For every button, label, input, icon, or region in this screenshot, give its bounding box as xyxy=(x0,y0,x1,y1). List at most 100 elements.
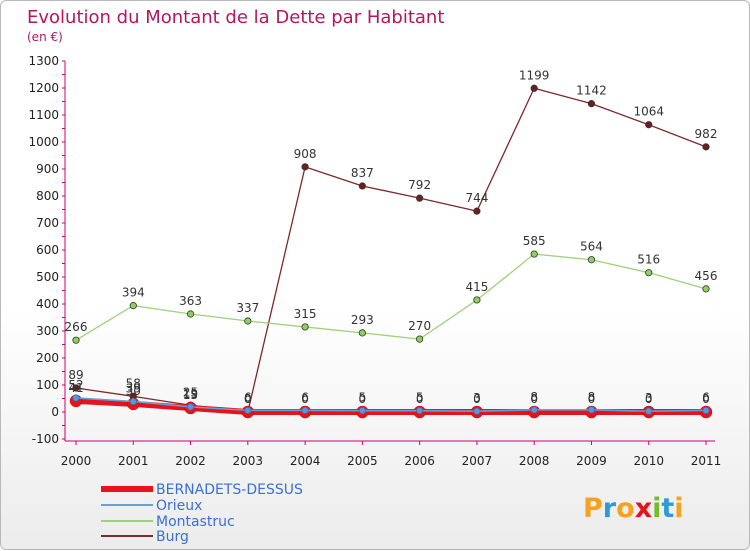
x-tick-label: 2007 xyxy=(462,454,493,468)
data-label: 6 xyxy=(702,390,710,404)
y-tick-label: 1100 xyxy=(28,108,59,122)
data-label: 0 xyxy=(473,392,481,406)
logo-letter: x xyxy=(635,493,652,524)
data-label: 0 xyxy=(244,392,252,406)
data-point xyxy=(530,84,538,92)
data-point xyxy=(473,207,481,215)
y-tick-label: 1200 xyxy=(28,81,59,95)
data-label: 337 xyxy=(236,301,259,315)
x-tick-label: 2001 xyxy=(118,454,149,468)
data-label: 1064 xyxy=(633,105,664,119)
data-label: 315 xyxy=(294,307,317,321)
data-label: 293 xyxy=(351,313,374,327)
data-point xyxy=(244,317,252,325)
legend-label: BERNADETS-DESSUS xyxy=(156,482,303,498)
data-point xyxy=(244,406,252,414)
x-tick-label: 2008 xyxy=(519,454,550,468)
data-point xyxy=(416,407,424,415)
y-tick-label: -100 xyxy=(32,432,59,446)
data-label: 456 xyxy=(695,269,718,283)
data-label: 6 xyxy=(244,390,252,404)
data-label: 39 xyxy=(126,381,141,395)
data-label: 0 xyxy=(359,392,367,406)
data-label: 837 xyxy=(351,166,374,180)
y-tick-label: 0 xyxy=(51,405,59,419)
data-point xyxy=(186,310,195,318)
x-tick-label: 2004 xyxy=(290,454,321,468)
series-line-montastruc xyxy=(75,253,707,341)
data-point xyxy=(72,336,80,344)
data-point xyxy=(301,323,309,331)
x-tick-label: 2002 xyxy=(175,454,206,468)
data-point xyxy=(702,143,710,151)
data-label: 0 xyxy=(645,392,653,406)
chart-title: Evolution du Montant de la Dette par Hab… xyxy=(27,7,444,28)
y-tick-label: 400 xyxy=(36,297,59,311)
data-label: 585 xyxy=(523,234,546,248)
data-point xyxy=(129,397,137,406)
legend-label: Orieux xyxy=(156,498,202,514)
data-label: 0 xyxy=(416,392,424,406)
x-tick-label: 2006 xyxy=(404,454,435,468)
y-tick-label: 100 xyxy=(36,378,59,392)
data-label: 8 xyxy=(588,390,596,404)
data-point xyxy=(301,406,309,414)
legend-label: Montastruc xyxy=(156,514,235,530)
data-label: 792 xyxy=(408,178,431,192)
series-line-orieux xyxy=(75,397,707,412)
data-label: 0 xyxy=(244,392,252,406)
data-label: 3 xyxy=(645,391,653,405)
data-label: 0 xyxy=(702,392,710,406)
data-label: 19 xyxy=(183,387,198,401)
axes: -100010020030040050060070080090010001100… xyxy=(28,54,721,468)
legend-label: Burg xyxy=(156,529,189,545)
logo-letter: o xyxy=(616,493,635,524)
chart-subtitle: (en €) xyxy=(27,30,63,44)
y-tick-label: 1300 xyxy=(28,54,59,68)
data-point xyxy=(473,407,481,415)
data-label: 8 xyxy=(530,390,538,404)
data-point xyxy=(530,406,538,414)
logo-letter: i xyxy=(652,493,661,524)
data-point xyxy=(530,250,538,258)
data-label: 58 xyxy=(126,376,141,390)
data-label: 15 xyxy=(183,388,198,402)
data-point xyxy=(587,406,596,414)
data-label: 908 xyxy=(294,147,317,161)
y-tick-label: 500 xyxy=(36,270,59,284)
data-label: 5 xyxy=(416,391,424,405)
data-point xyxy=(587,256,596,264)
data-point xyxy=(301,163,309,171)
data-point xyxy=(702,285,710,293)
data-label: 41 xyxy=(68,381,83,395)
data-label: 744 xyxy=(465,191,488,205)
data-point xyxy=(129,302,137,310)
data-point xyxy=(587,100,596,108)
y-tick-label: 800 xyxy=(36,189,59,203)
logo-letter: P xyxy=(583,493,603,524)
data-point xyxy=(416,335,424,343)
data-label: 270 xyxy=(408,319,431,333)
data-point xyxy=(645,407,653,415)
y-tick-label: 300 xyxy=(36,324,59,338)
data-label: 3 xyxy=(473,391,481,405)
y-tick-label: 900 xyxy=(36,162,59,176)
x-tick-label: 2003 xyxy=(233,454,264,468)
data-label: 1199 xyxy=(519,68,550,82)
logo-letter: r xyxy=(603,493,617,524)
x-tick-label: 2010 xyxy=(633,454,664,468)
data-label: 564 xyxy=(580,240,603,254)
data-point xyxy=(186,403,195,411)
data-label: 266 xyxy=(65,320,88,334)
data-label: 5 xyxy=(359,391,367,405)
data-label: 0 xyxy=(530,392,538,406)
data-label: 363 xyxy=(179,294,202,308)
data-label: 89 xyxy=(68,368,83,382)
data-label: 415 xyxy=(465,280,488,294)
series-line-bernadets-dessus xyxy=(73,397,709,415)
logo-text: Proxiti xyxy=(583,493,684,524)
data-point xyxy=(702,406,710,414)
